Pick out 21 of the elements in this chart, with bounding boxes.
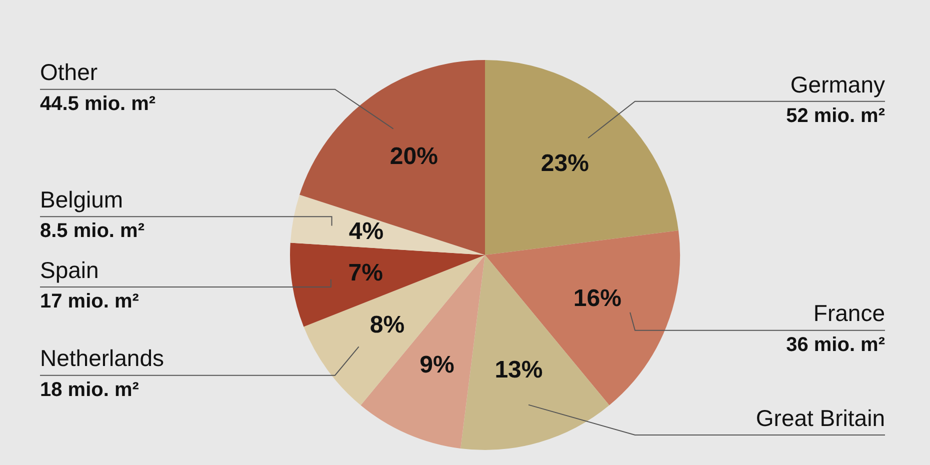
slice-label: Other [40, 59, 98, 86]
data-label: 20% [390, 142, 438, 170]
data-label: 13% [494, 356, 543, 384]
slice-label: Germany [790, 71, 886, 98]
text: 52 mio. m² [786, 104, 885, 127]
text: 44.5 mio. m² [40, 92, 156, 115]
data-label: 9% [420, 352, 454, 379]
slice-label: Netherlands [40, 345, 164, 372]
slice-label: Belgium [40, 186, 124, 212]
data-label: 16% [573, 285, 622, 312]
text: 17 mio. m² [40, 290, 139, 313]
text: 18 mio. m² [40, 378, 139, 401]
data-label: 23% [540, 150, 589, 177]
data-label: 8% [370, 312, 405, 339]
slice-label: Great Britain [756, 404, 885, 431]
text: 36 mio. m² [786, 334, 885, 356]
data-label: 4% [348, 218, 384, 245]
slice-label: France [813, 300, 885, 326]
data-label: 7% [348, 260, 383, 287]
slice-label: Spain [40, 256, 99, 283]
text: 8.5 mio. m² [40, 220, 144, 242]
